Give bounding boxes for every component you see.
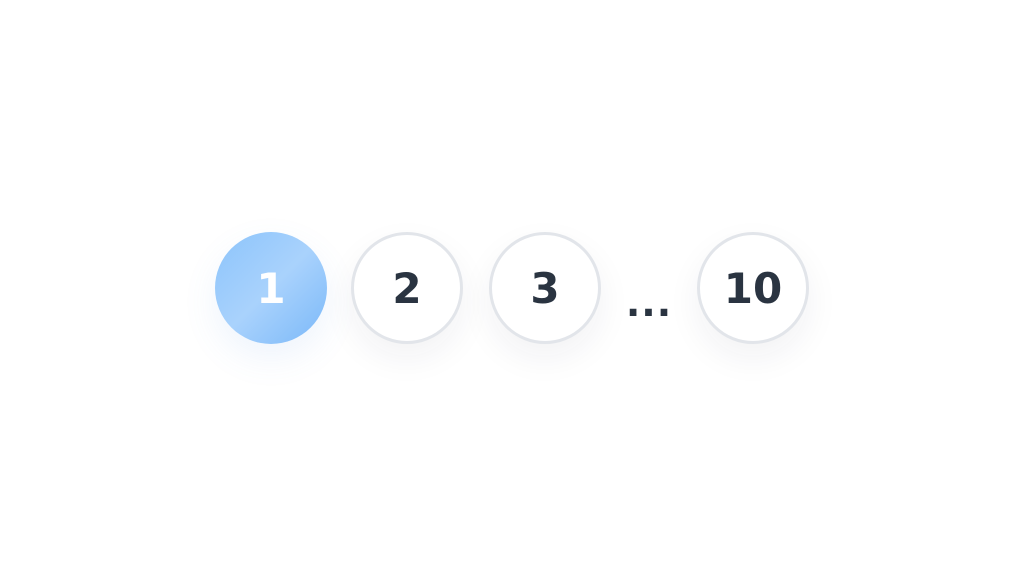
page-button-1[interactable]: 1 [215,232,327,344]
page-button-10[interactable]: 10 [697,232,809,344]
page-button-2[interactable]: 2 [351,232,463,344]
pagination-ellipsis: ... [625,281,673,325]
page-button-3[interactable]: 3 [489,232,601,344]
pagination: 1 2 3 ... 10 [215,231,809,345]
